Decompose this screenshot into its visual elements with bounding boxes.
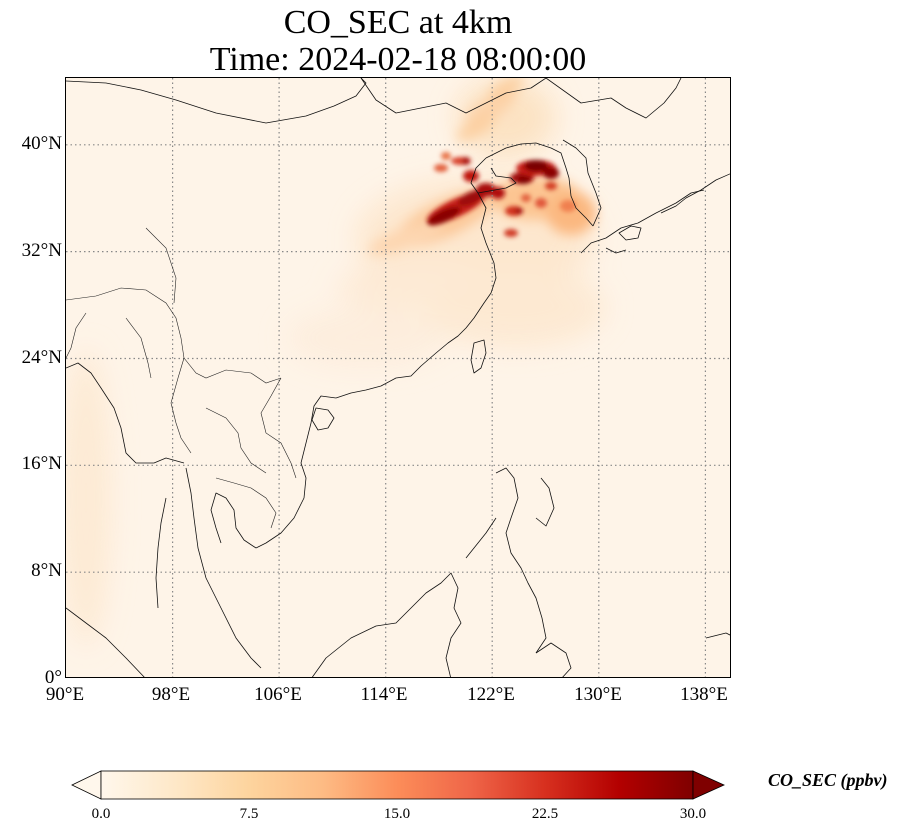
map-panel (65, 77, 731, 678)
colorbar-extend-min (71, 770, 102, 800)
colorbar-tick-7-5: 7.5 (239, 806, 259, 822)
lon-tick-122e: 122°E (467, 684, 515, 705)
lat-tick-32n: 32°N (21, 240, 62, 261)
coastlines (66, 78, 730, 677)
country-borders (66, 227, 297, 529)
lat-tick-40n: 40°N (21, 133, 62, 154)
lat-tick-16n: 16°N (21, 453, 62, 474)
title-time: Time: 2024-02-18 08:00:00 (209, 41, 587, 78)
lon-tick-90e: 90°E (45, 684, 85, 705)
colorbar-tick-0: 0.0 (91, 806, 111, 822)
lat-tick-24n: 24°N (21, 347, 62, 368)
lon-tick-106e: 106°E (254, 684, 302, 705)
lon-tick-138e: 138°E (680, 684, 728, 705)
colorbar-gradient (100, 770, 694, 800)
lat-tick-0: 0° (44, 667, 62, 688)
map-svg (66, 78, 730, 677)
colorbar-tick-22-5: 22.5 (531, 806, 559, 822)
map-title: CO_SEC at 4km Time: 2024-02-18 08:00:00 (65, 4, 731, 78)
lon-tick-98e: 98°E (151, 684, 191, 705)
title-variable: CO_SEC at 4km (283, 4, 513, 41)
colorbar-tick-15: 15.0 (383, 806, 411, 822)
lon-tick-114e: 114°E (360, 684, 408, 705)
lat-tick-8n: 8°N (31, 560, 62, 581)
colorbar (71, 770, 725, 800)
colorbar-label: CO_SEC (ppbv) (768, 770, 888, 790)
colorbar-extend-max (692, 770, 725, 800)
concentration-field-high (426, 152, 576, 237)
lon-tick-130e: 130°E (574, 684, 622, 705)
colorbar-tick-30: 30.0 (679, 806, 707, 822)
